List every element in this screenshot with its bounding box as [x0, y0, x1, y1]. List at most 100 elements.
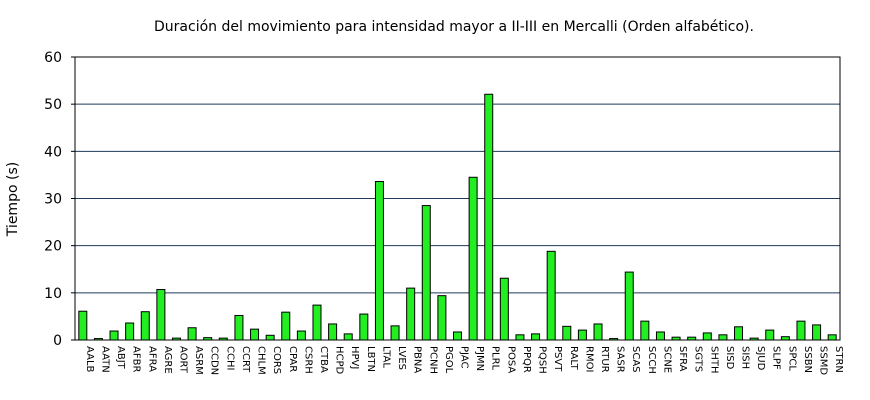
y-axis-label: Tiempo (s)	[5, 162, 21, 237]
bar-cors	[265, 334, 275, 341]
x-tick-label: ASRM	[193, 346, 204, 375]
x-tick-label: ABJT	[115, 346, 126, 370]
bar-ssmd	[812, 324, 822, 341]
bar-posa	[499, 277, 509, 341]
bar-ltal	[374, 181, 384, 341]
x-tick-label: PBNA	[412, 346, 423, 373]
y-axis-ticks: 0 10 20 30 40 50 60	[44, 50, 75, 349]
bar-ppqr	[515, 334, 525, 341]
y-tick-label: 60	[44, 50, 62, 66]
bar-ctba	[312, 304, 322, 341]
y-tick-label: 30	[44, 192, 62, 208]
x-tick-label: SLPF	[771, 346, 782, 370]
bar-ralt	[562, 325, 572, 341]
y-tick-label: 0	[53, 333, 62, 349]
x-tick-label: CSRH	[302, 346, 313, 374]
bar-afra	[140, 311, 150, 341]
bar-rmoi	[577, 329, 587, 341]
bar-csrh	[296, 330, 306, 341]
x-tick-label: SASR	[615, 346, 626, 373]
x-tick-label: PGOL	[443, 346, 454, 374]
x-axis-ticks: AALB AATN ABJT AFBR AFRA AGRE AORT ASRM CCDN CCHI…	[84, 346, 844, 375]
x-tick-label: AGRE	[162, 346, 173, 374]
x-tick-label: SHTH	[708, 346, 719, 374]
x-tick-label: SFRA	[677, 346, 688, 372]
bar-lves	[390, 325, 400, 341]
bar-sish	[734, 326, 744, 341]
x-tick-label: CCRT	[240, 346, 251, 373]
x-tick-label: AORT	[177, 346, 188, 374]
bar-aalb	[78, 310, 88, 341]
bar-scne	[655, 331, 665, 341]
bar-plrl	[484, 93, 494, 341]
x-tick-label: AALB	[84, 346, 95, 373]
bar-scch	[640, 320, 650, 341]
x-tick-label: AFRA	[146, 346, 157, 372]
x-tick-label: PCNH	[427, 346, 438, 374]
x-tick-label: SGTS	[693, 346, 704, 372]
x-tick-label: LBTN	[365, 346, 376, 372]
bar-pjmn	[468, 176, 478, 341]
x-tick-label: SISH	[740, 346, 751, 369]
y-tick-label: 40	[44, 144, 62, 160]
x-tick-label: CHLM	[256, 346, 267, 375]
bar-agre	[156, 289, 166, 341]
bar-pjac	[453, 331, 462, 341]
x-tick-label: SPCL	[786, 346, 797, 371]
bar-cpar	[281, 311, 291, 341]
bars	[78, 93, 837, 341]
x-tick-label: CCHI	[224, 346, 235, 370]
bar-ssbn	[796, 320, 806, 341]
bar-ccrt	[234, 314, 244, 341]
x-tick-label: LTAL	[380, 346, 391, 368]
x-tick-label: PJAC	[459, 346, 470, 368]
bar-afbr	[125, 322, 135, 341]
bar-lbtn	[359, 313, 369, 341]
x-tick-label: PJMN	[474, 346, 485, 371]
bar-strn	[827, 334, 837, 341]
bar-hpvj	[343, 333, 353, 341]
x-tick-label: SCNE	[661, 346, 672, 373]
x-tick-label: SSBN	[802, 346, 813, 373]
bar-chlm	[250, 328, 260, 341]
chart-title: Duración del movimiento para intensidad …	[154, 19, 754, 35]
bar-hcpd	[328, 323, 338, 341]
x-tick-label: CORS	[271, 346, 282, 374]
bar-abjt	[109, 330, 119, 341]
x-tick-label: POSA	[505, 346, 516, 373]
bar-rtur	[593, 323, 603, 341]
bar-sisd	[718, 334, 728, 341]
x-tick-label: LVES	[396, 346, 407, 370]
x-tick-label: SSMD	[818, 346, 829, 375]
bar-shth	[702, 332, 712, 341]
x-tick-label: SCCH	[646, 346, 657, 374]
x-tick-label: RALT	[568, 346, 579, 371]
x-tick-label: PPQR	[521, 346, 532, 373]
bar-asrm	[187, 327, 197, 341]
bar-pqsh	[531, 333, 541, 341]
x-tick-label: AATN	[99, 346, 110, 373]
x-tick-label: PLRL	[490, 346, 501, 371]
x-tick-label: STRN	[833, 346, 844, 373]
x-tick-label: PSVT	[552, 346, 563, 372]
x-tick-label: RTUR	[599, 346, 610, 373]
x-tick-label: HPVJ	[349, 346, 360, 369]
x-tick-label: SJUD	[755, 346, 766, 371]
x-tick-label: SISD	[724, 346, 735, 370]
bar-slpf	[765, 329, 775, 341]
x-tick-label: SCAS	[630, 346, 641, 373]
x-tick-label: CCDN	[209, 346, 220, 375]
y-tick-label: 20	[44, 239, 62, 255]
bar-pcnh	[421, 205, 431, 341]
x-tick-label: AFBR	[131, 346, 142, 372]
x-tick-label: PQSH	[537, 346, 548, 374]
x-tick-label: CPAR	[287, 346, 298, 372]
x-tick-label: RMOI	[583, 346, 594, 372]
y-tick-label: 10	[44, 286, 62, 302]
plot-frame	[74, 56, 841, 341]
y-tick-label: 50	[44, 97, 62, 113]
bar-scas	[624, 271, 634, 341]
bar-pbna	[406, 287, 416, 341]
bar-psvt	[546, 250, 556, 341]
